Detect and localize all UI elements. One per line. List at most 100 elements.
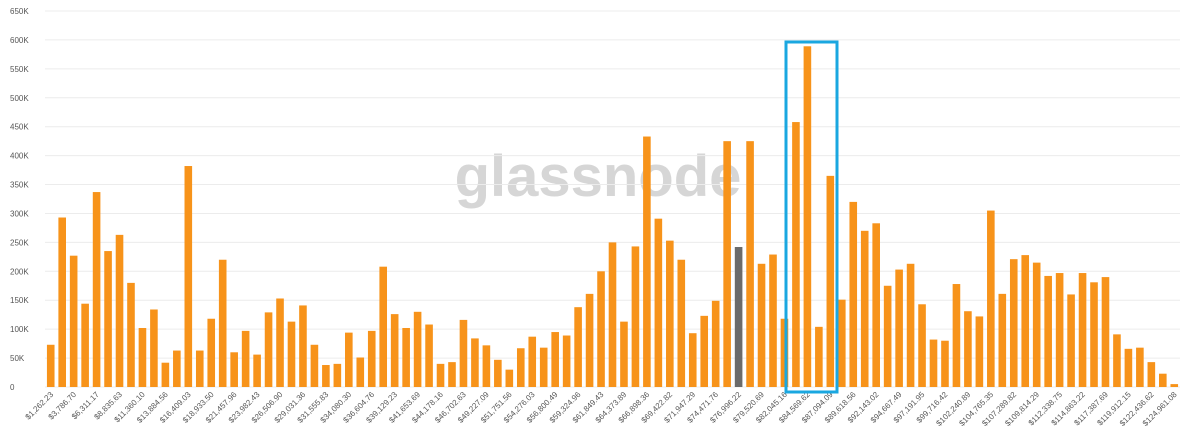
bar	[92, 192, 101, 387]
y-tick-label: 200K	[10, 267, 29, 276]
bar	[69, 255, 78, 387]
bar	[895, 269, 903, 387]
bar	[952, 284, 961, 387]
bar	[1101, 277, 1110, 387]
bar	[1067, 294, 1075, 387]
bar	[264, 312, 273, 387]
bar	[413, 311, 422, 387]
bar	[367, 330, 376, 387]
bar	[1113, 334, 1121, 387]
bar	[918, 304, 926, 387]
highlight-box	[784, 40, 839, 394]
bar	[574, 307, 582, 387]
bar	[195, 350, 204, 387]
bar	[1124, 348, 1133, 387]
bar	[769, 254, 777, 387]
bar	[505, 369, 514, 387]
bar	[826, 175, 835, 387]
bar	[1009, 259, 1018, 387]
y-tick-label: 250K	[10, 238, 29, 247]
y-tick-label: 300K	[10, 209, 29, 218]
bar	[218, 259, 227, 387]
bar	[1021, 255, 1030, 387]
bar	[253, 354, 261, 387]
bar	[528, 336, 537, 387]
bar	[666, 240, 674, 387]
bar	[333, 363, 342, 387]
bar	[872, 223, 880, 387]
bar	[551, 332, 559, 387]
bar	[287, 321, 296, 387]
bar	[723, 141, 731, 387]
bar	[115, 234, 124, 387]
bar	[390, 314, 399, 387]
bar	[620, 321, 628, 387]
bar	[803, 46, 812, 387]
bar	[322, 365, 330, 387]
bar	[207, 318, 216, 387]
bar	[299, 305, 307, 387]
bar	[998, 293, 1007, 387]
watermark: glassnode	[455, 144, 742, 209]
y-tick-label: 450K	[10, 123, 29, 132]
bar	[700, 315, 709, 387]
y-tick-label: 0	[10, 383, 15, 392]
bar	[1078, 273, 1087, 387]
bar	[230, 352, 238, 387]
bar	[1044, 275, 1052, 387]
bar	[356, 357, 365, 387]
bar	[436, 363, 445, 387]
bar	[941, 340, 949, 387]
bar	[746, 141, 754, 387]
bar	[471, 338, 479, 387]
bar	[929, 339, 938, 387]
bar	[241, 330, 250, 387]
bar	[815, 326, 823, 387]
bar	[585, 293, 594, 387]
bar	[1136, 347, 1144, 387]
bar	[402, 327, 410, 387]
bar	[345, 332, 353, 387]
bar	[494, 359, 502, 387]
bar	[987, 210, 995, 387]
bar	[276, 298, 284, 387]
bar	[711, 300, 720, 387]
bar	[459, 319, 468, 387]
bar	[1090, 282, 1098, 387]
bar	[1055, 273, 1064, 387]
bar	[161, 362, 170, 387]
bar	[1032, 262, 1041, 387]
bar	[734, 247, 743, 387]
bar	[906, 263, 915, 387]
bar	[562, 335, 571, 387]
bar	[1147, 362, 1156, 387]
y-tick-label: 400K	[10, 152, 29, 161]
bar	[58, 217, 66, 387]
bar	[138, 327, 147, 387]
bar	[975, 316, 984, 387]
bar	[482, 345, 491, 387]
bar	[631, 246, 640, 387]
y-tick-label: 500K	[10, 94, 29, 103]
y-tick-label: 650K	[10, 7, 29, 16]
bar	[448, 362, 456, 387]
bar	[379, 266, 388, 387]
bar	[837, 299, 846, 387]
bar	[677, 259, 686, 387]
bar	[643, 136, 651, 387]
bar	[597, 271, 605, 387]
y-tick-label: 50K	[10, 354, 25, 363]
bar	[654, 218, 663, 387]
bar	[184, 166, 193, 387]
bar	[425, 324, 433, 387]
bar	[780, 318, 789, 387]
y-tick-label: 350K	[10, 181, 29, 190]
bar	[127, 282, 135, 387]
bar	[757, 263, 766, 387]
bar	[849, 201, 858, 387]
bar	[173, 350, 181, 387]
bar	[608, 242, 617, 387]
bar	[104, 251, 112, 387]
bar	[81, 303, 89, 387]
bar	[964, 311, 972, 387]
